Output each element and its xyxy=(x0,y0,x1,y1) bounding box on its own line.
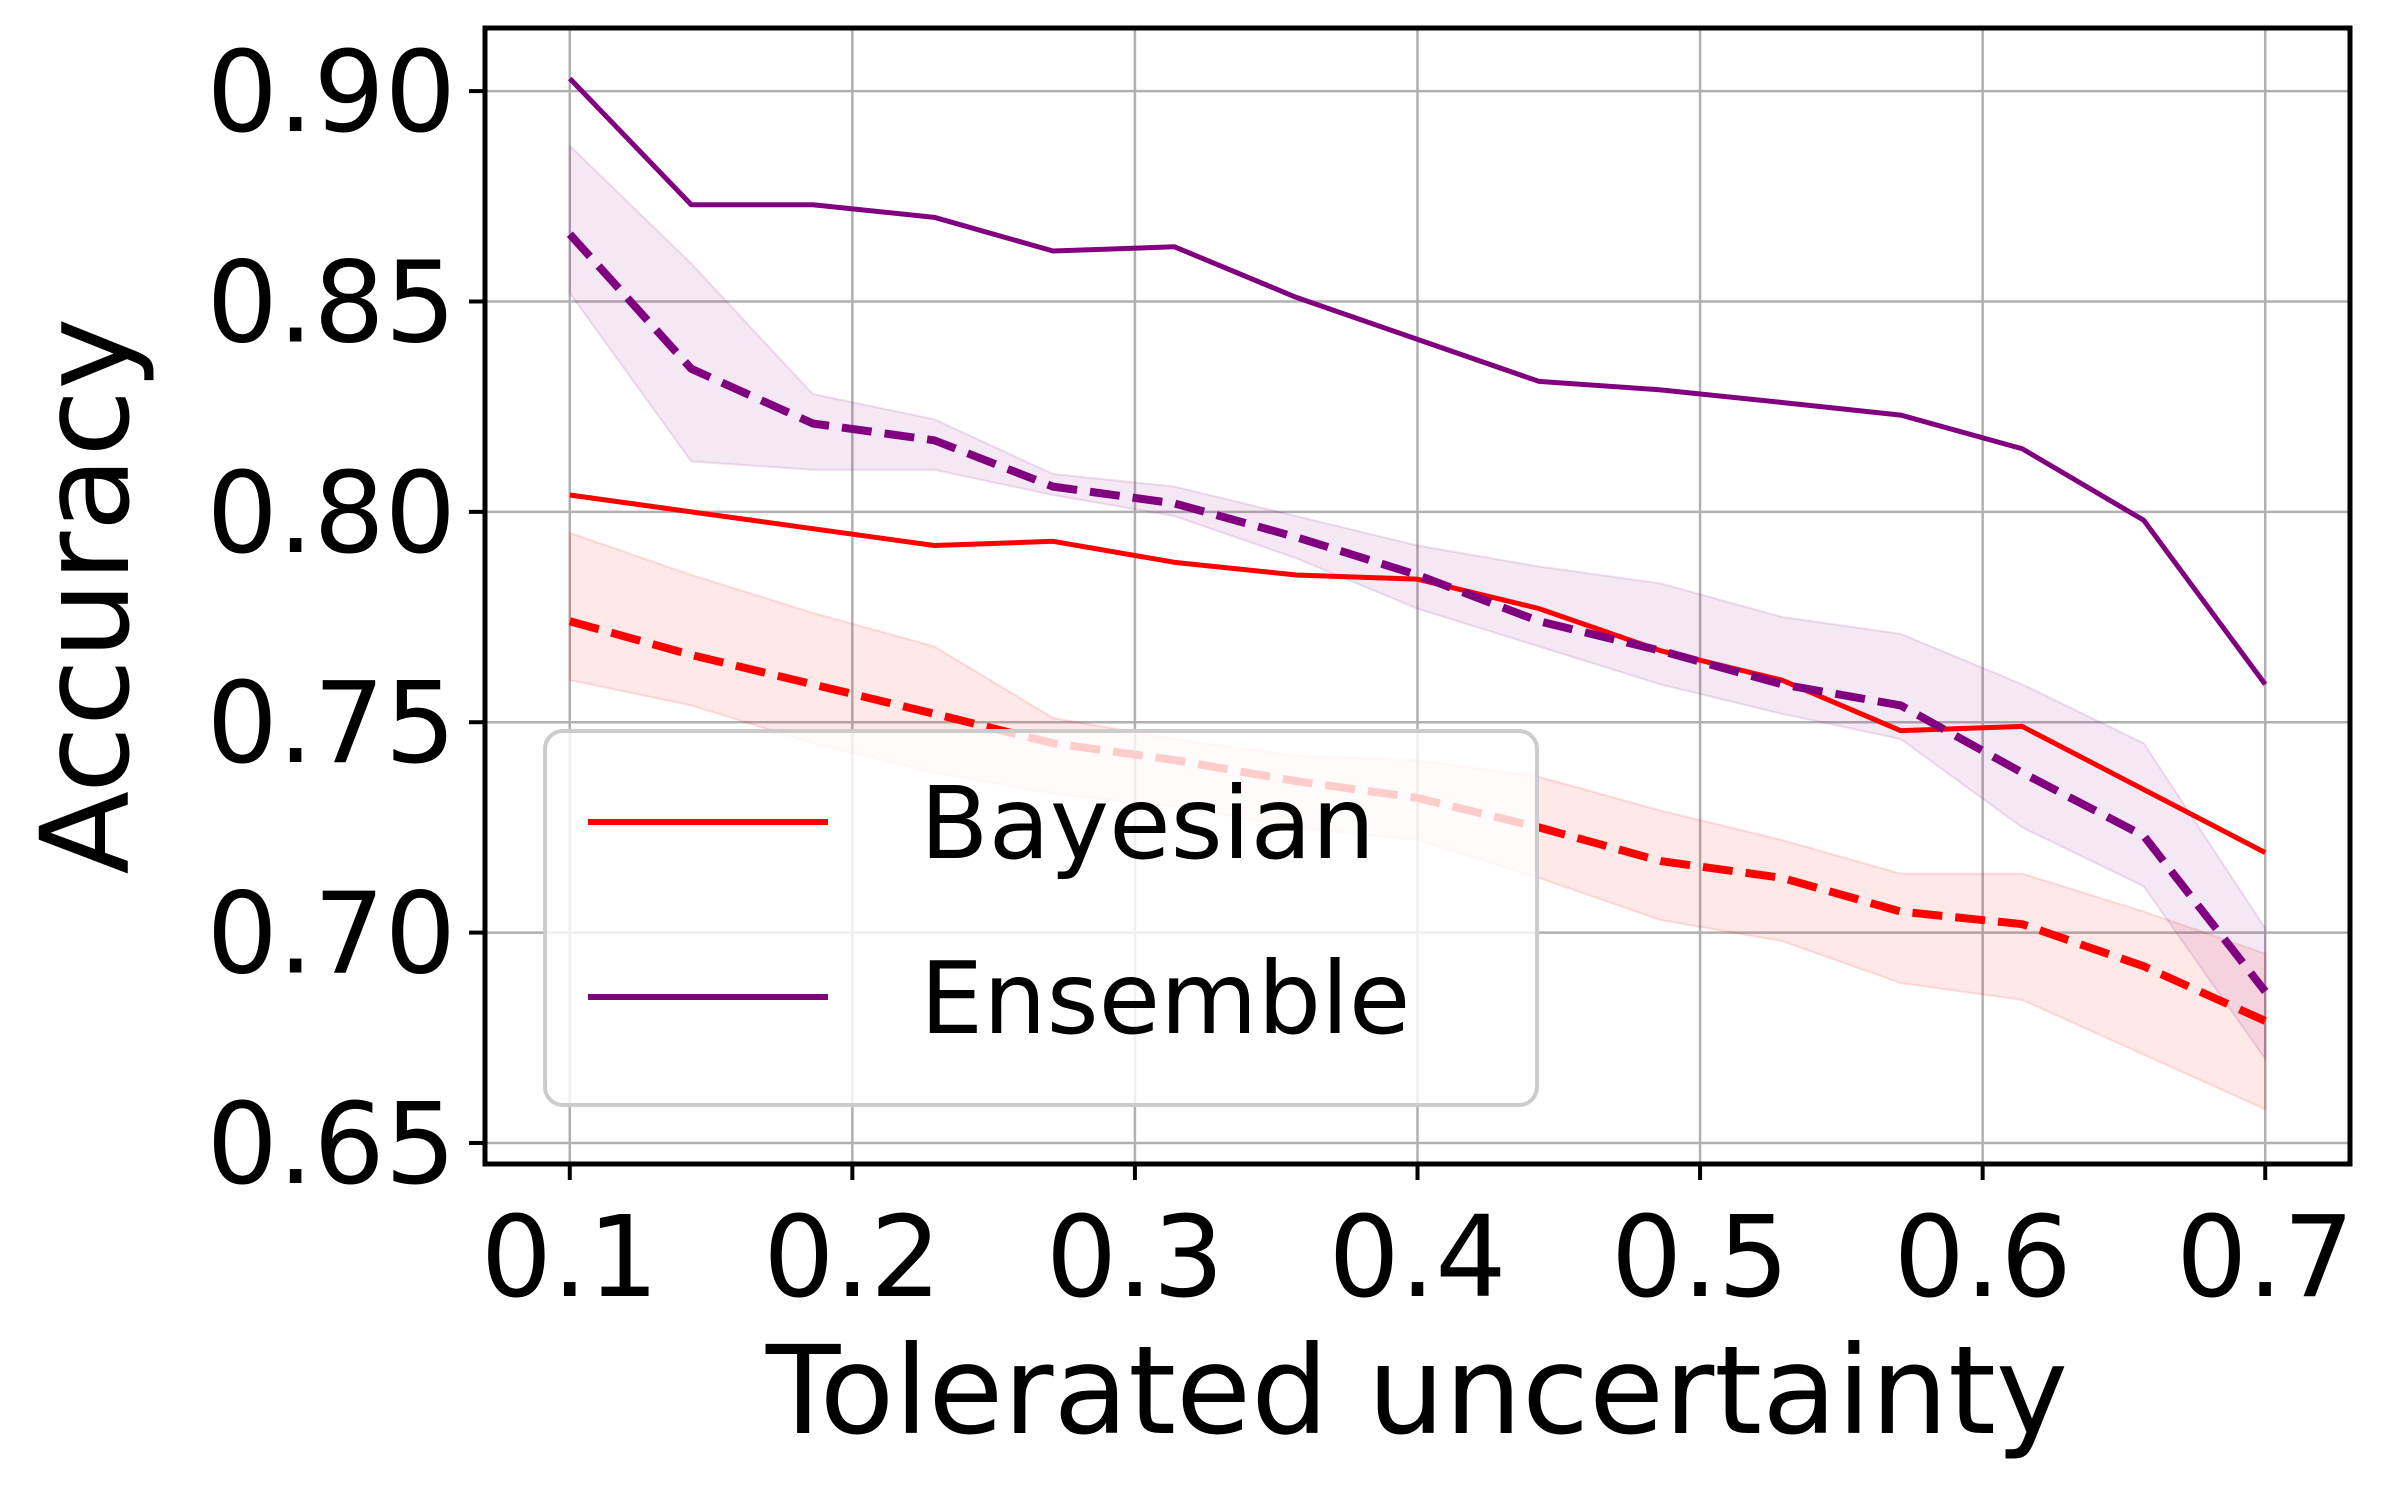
x-tick-label: 0.5 xyxy=(1611,1193,1789,1323)
series-line-bayesian xyxy=(569,492,2267,855)
series-line-ensemble xyxy=(567,76,2268,686)
legend-label-bayesian: Bayesian xyxy=(920,765,1375,882)
y-tick-label: 0.90 xyxy=(207,28,456,158)
confidence-band-3 xyxy=(568,143,2267,1062)
x-tick-label: 0.3 xyxy=(1046,1193,1224,1323)
y-tick-label: 0.80 xyxy=(207,449,456,579)
x-axis-title: Tolerated uncertainty xyxy=(765,1320,2068,1462)
y-tick-label: 0.70 xyxy=(207,870,456,1000)
x-tick-label: 0.4 xyxy=(1328,1193,1506,1323)
legend: Bayesian Ensemble xyxy=(543,729,1539,1107)
x-tick-label: 0.1 xyxy=(481,1193,659,1323)
x-tick-label: 0.6 xyxy=(1894,1193,2072,1323)
axis-ticks: 0.1 0.2 0.3 0.4 0.5 0.6 0.7 0.65 0.70 0.75 0.80 0.8… xyxy=(207,28,2355,1323)
y-tick-label: 0.85 xyxy=(207,238,456,368)
y-axis-title: Accuracy xyxy=(15,318,157,875)
y-tick-label: 0.75 xyxy=(207,659,456,789)
x-tick-label: 0.7 xyxy=(2176,1193,2354,1323)
series-line-dashed-3 xyxy=(566,231,2269,994)
y-tick-label: 0.65 xyxy=(207,1080,456,1210)
legend-label-ensemble: Ensemble xyxy=(920,940,1410,1057)
x-tick-label: 0.2 xyxy=(763,1193,941,1323)
